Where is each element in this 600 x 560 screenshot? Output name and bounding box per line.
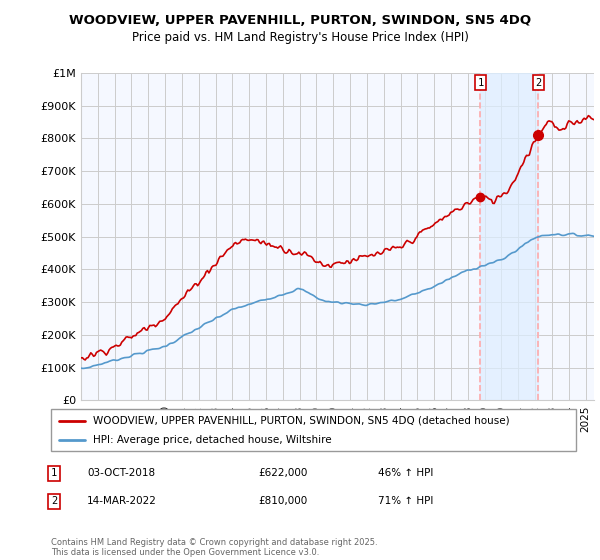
Text: HPI: Average price, detached house, Wiltshire: HPI: Average price, detached house, Wilt… — [93, 435, 332, 445]
Text: 2: 2 — [535, 78, 542, 87]
Text: Price paid vs. HM Land Registry's House Price Index (HPI): Price paid vs. HM Land Registry's House … — [131, 31, 469, 44]
Text: £810,000: £810,000 — [258, 496, 307, 506]
Text: 1: 1 — [51, 468, 57, 478]
Text: 71% ↑ HPI: 71% ↑ HPI — [378, 496, 433, 506]
Text: WOODVIEW, UPPER PAVENHILL, PURTON, SWINDON, SN5 4DQ: WOODVIEW, UPPER PAVENHILL, PURTON, SWIND… — [69, 14, 531, 27]
Text: £622,000: £622,000 — [258, 468, 307, 478]
Text: WOODVIEW, UPPER PAVENHILL, PURTON, SWINDON, SN5 4DQ (detached house): WOODVIEW, UPPER PAVENHILL, PURTON, SWIND… — [93, 416, 509, 426]
Text: 46% ↑ HPI: 46% ↑ HPI — [378, 468, 433, 478]
Text: 03-OCT-2018: 03-OCT-2018 — [87, 468, 155, 478]
Text: 14-MAR-2022: 14-MAR-2022 — [87, 496, 157, 506]
Bar — [481, 73, 538, 400]
Text: 2: 2 — [51, 496, 57, 506]
Text: 1: 1 — [478, 78, 484, 87]
Text: Contains HM Land Registry data © Crown copyright and database right 2025.
This d: Contains HM Land Registry data © Crown c… — [51, 538, 377, 557]
